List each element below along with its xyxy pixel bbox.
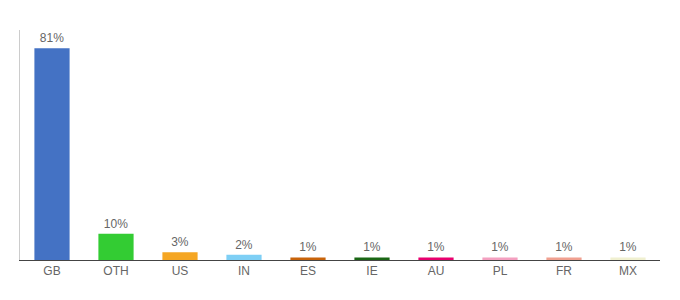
svg-text:1%: 1% (427, 240, 445, 254)
svg-text:IN: IN (238, 264, 250, 278)
svg-text:81%: 81% (40, 31, 64, 45)
svg-text:3%: 3% (171, 235, 189, 249)
svg-text:1%: 1% (619, 240, 637, 254)
svg-text:PL: PL (493, 264, 508, 278)
svg-text:FR: FR (556, 264, 572, 278)
svg-text:1%: 1% (491, 240, 509, 254)
svg-text:AU: AU (428, 264, 445, 278)
svg-text:10%: 10% (104, 217, 128, 231)
svg-text:MX: MX (619, 264, 637, 278)
svg-text:GB: GB (43, 264, 60, 278)
svg-text:ES: ES (300, 264, 316, 278)
svg-text:1%: 1% (299, 240, 317, 254)
svg-text:US: US (172, 264, 189, 278)
svg-text:1%: 1% (363, 240, 381, 254)
svg-text:1%: 1% (555, 240, 573, 254)
svg-text:IE: IE (366, 264, 377, 278)
svg-text:OTH: OTH (103, 264, 128, 278)
svg-text:2%: 2% (235, 238, 253, 252)
